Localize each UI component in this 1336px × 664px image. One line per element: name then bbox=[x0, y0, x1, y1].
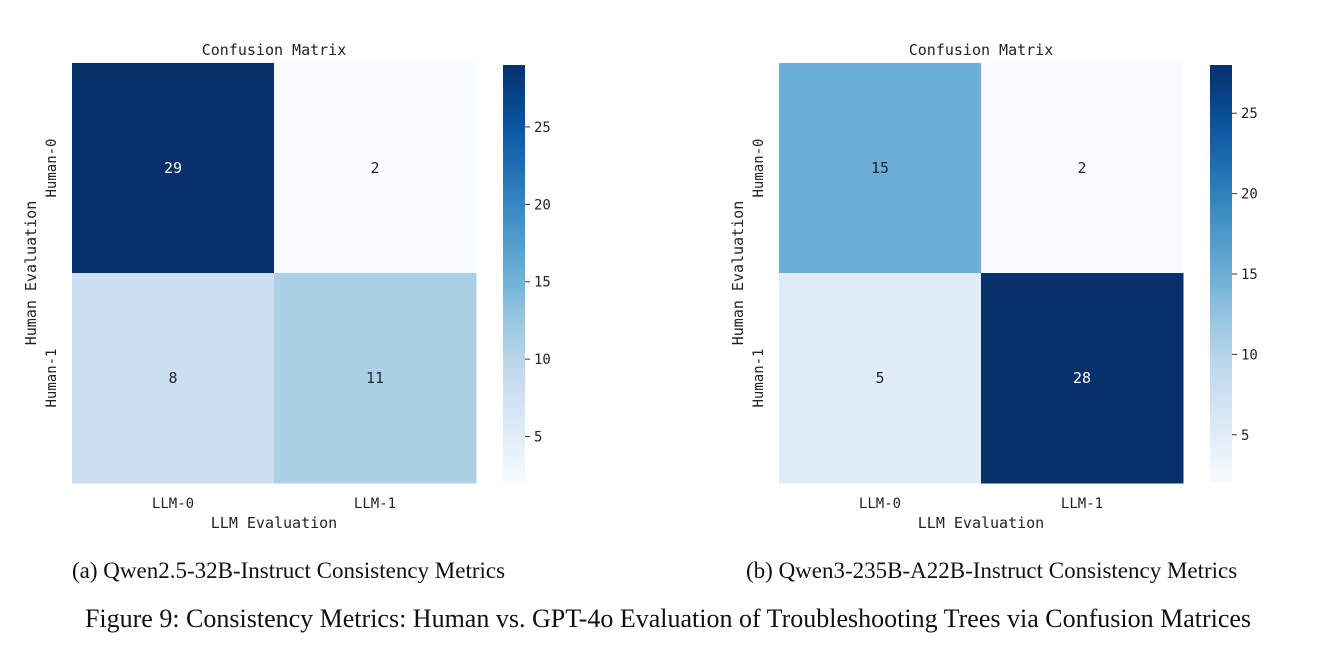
x-axis-label-a: LLM Evaluation bbox=[211, 514, 337, 532]
figure-caption: Figure 9: Consistency Metrics: Human vs.… bbox=[84, 604, 1252, 633]
colorbar-tick-label-b-3: 20 bbox=[1241, 187, 1258, 203]
heatmap-cell-a-0-1 bbox=[274, 63, 477, 274]
cell-value-b-1-0: 5 bbox=[875, 369, 884, 387]
colorbar-tick-label-a-2: 15 bbox=[534, 275, 551, 291]
colorbar-tick-label-a-0: 5 bbox=[534, 430, 542, 446]
x-tick-label-b-1: LLM-1 bbox=[1061, 496, 1103, 512]
y-tick-label-b-0: Human-0 bbox=[751, 138, 767, 197]
heatmap-cell-b-0-1 bbox=[981, 63, 1184, 274]
heatmap-cell-a-0-0 bbox=[72, 63, 275, 274]
colorbar-tick-label-a-4: 25 bbox=[534, 120, 551, 136]
cell-value-b-1-1: 28 bbox=[1073, 369, 1091, 387]
colorbar-tick-label-b-2: 15 bbox=[1241, 267, 1258, 283]
cell-value-b-0-0: 15 bbox=[871, 159, 889, 177]
x-axis-label-b: LLM Evaluation bbox=[918, 514, 1044, 532]
x-tick-label-a-0: LLM-0 bbox=[152, 496, 194, 512]
y-tick-label-a-0: Human-0 bbox=[44, 138, 60, 197]
cell-value-a-1-0: 8 bbox=[168, 369, 177, 387]
colorbar-b bbox=[1210, 65, 1232, 483]
y-axis-label-b: Human Evaluation bbox=[729, 201, 747, 346]
chart-title-b: Confusion Matrix bbox=[909, 41, 1054, 59]
subfigure-caption-a: (a) Qwen2.5-32B-Instruct Consistency Met… bbox=[72, 558, 506, 583]
y-axis-label-a: Human Evaluation bbox=[22, 201, 40, 346]
heatmap-cell-a-1-1 bbox=[274, 273, 477, 484]
colorbar-tick-label-a-3: 20 bbox=[534, 197, 551, 213]
heatmap-cell-b-0-0 bbox=[779, 63, 982, 274]
heatmap-cell-b-1-0 bbox=[779, 273, 982, 484]
colorbar-tick-label-b-1: 10 bbox=[1241, 347, 1258, 363]
y-tick-label-a-1: Human-1 bbox=[44, 348, 60, 407]
cell-value-b-0-1: 2 bbox=[1077, 159, 1086, 177]
x-tick-label-b-0: LLM-0 bbox=[859, 496, 901, 512]
y-tick-label-b-1: Human-1 bbox=[751, 348, 767, 407]
subfigure-caption-b: (b) Qwen3-235B-A22B-Instruct Consistency… bbox=[746, 558, 1238, 583]
confusion-matrix-panel-a: Confusion Matrix 29 2 8 11 LLM-0 LLM-1 LLM Eval… bbox=[0, 0, 668, 545]
heatmap-cell-b-1-1 bbox=[981, 273, 1184, 484]
colorbar-tick-label-b-0: 5 bbox=[1241, 428, 1249, 444]
colorbar-tick-label-b-4: 25 bbox=[1241, 106, 1258, 122]
cell-value-a-1-1: 11 bbox=[366, 369, 384, 387]
confusion-matrix-panel-b: Confusion Matrix 15 2 5 28 LLM-0 LLM-1 LLM Eval… bbox=[707, 0, 1336, 545]
cell-value-a-0-0: 29 bbox=[164, 159, 182, 177]
colorbar-a bbox=[503, 65, 525, 483]
confusion-matrix-chart-a: Confusion Matrix 29 2 8 11 LLM-0 LLM-1 LLM Eval… bbox=[22, 41, 551, 532]
cell-value-a-0-1: 2 bbox=[370, 159, 379, 177]
chart-title-a: Confusion Matrix bbox=[202, 41, 347, 59]
colorbar-tick-label-a-1: 10 bbox=[534, 352, 551, 368]
x-tick-label-a-1: LLM-1 bbox=[354, 496, 396, 512]
heatmap-cell-a-1-0 bbox=[72, 273, 275, 484]
